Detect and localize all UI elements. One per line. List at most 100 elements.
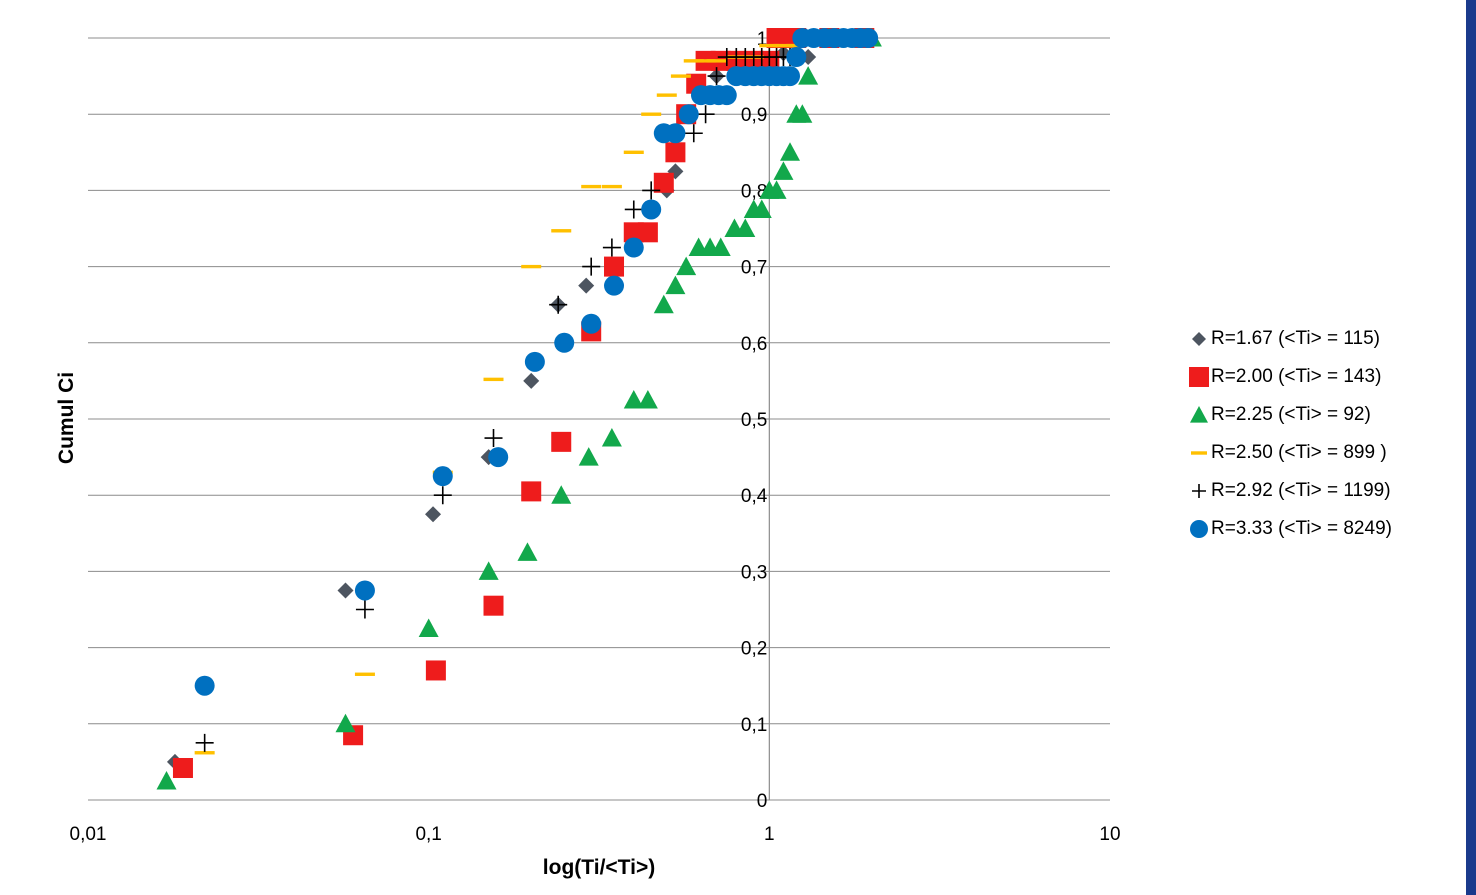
x-axis-title: log(Ti/<Ti>) <box>543 856 655 879</box>
data-point <box>684 124 703 143</box>
data-point <box>578 447 599 466</box>
legend-marker <box>1189 367 1209 387</box>
data-point <box>665 142 686 163</box>
data-point <box>773 43 794 48</box>
data-point <box>858 28 879 48</box>
data-point <box>521 264 542 269</box>
data-point <box>524 351 545 372</box>
data-point <box>488 447 509 468</box>
data-point <box>641 112 662 116</box>
data-point <box>432 466 453 487</box>
legend-label: R=2.92 (<Ti> = 1199) <box>1211 480 1391 501</box>
data-point <box>354 672 375 676</box>
legend-marker <box>1192 332 1206 346</box>
legend-item: R=2.25 (<Ti> = 92) <box>1188 396 1464 434</box>
legend-marker-shape <box>1190 406 1208 423</box>
legend: R=1.67 (<Ti> = 115) R=2.00 (<Ti> = 143) R=… <box>1188 320 1464 548</box>
data-point <box>551 485 572 504</box>
series-3 <box>156 28 882 790</box>
data-point <box>172 757 193 778</box>
gridlines <box>88 37 1110 801</box>
data-point <box>355 600 374 619</box>
data-point <box>735 218 756 237</box>
data-point <box>683 59 704 63</box>
data-point <box>670 74 691 78</box>
legend-marker-shape <box>1190 520 1208 538</box>
data-point <box>653 172 674 193</box>
x-tick-labels: 0,01 0,1 1 10 <box>70 824 1121 845</box>
data-point <box>759 43 780 48</box>
data-point <box>656 93 677 97</box>
y-tick-label: 0,6 <box>741 334 767 355</box>
x-tick-label: 0,1 <box>415 824 441 845</box>
data-point <box>641 199 662 220</box>
legend-marker-shape <box>1191 451 1207 455</box>
data-point <box>601 184 622 189</box>
legend-item: R=2.92 (<Ti> = 1199) <box>1188 472 1464 510</box>
data-point <box>710 237 731 257</box>
data-point <box>601 428 622 447</box>
y-tick-label: 0,1 <box>741 715 767 736</box>
data-point <box>637 389 658 409</box>
y-tick-label: 0,7 <box>741 258 767 279</box>
data-point <box>707 67 726 86</box>
data-point <box>786 47 807 68</box>
data-point <box>582 257 601 276</box>
data-point <box>478 561 499 580</box>
data-point <box>549 295 568 314</box>
legend-label: R=2.00 (<Ti> = 143) <box>1211 366 1382 387</box>
data-point <box>425 660 446 681</box>
data-point <box>194 751 215 755</box>
x-tick-label: 1 <box>764 824 775 845</box>
y-tick-label: 0,2 <box>741 639 767 660</box>
legend-label: R=3.33 (<Ti> = 8249) <box>1211 518 1392 539</box>
data-point <box>780 66 801 87</box>
data-point <box>581 184 602 189</box>
y-tick-label: 0,9 <box>741 105 767 126</box>
data-point <box>798 66 819 85</box>
x-tick-label: 0,01 <box>70 824 107 845</box>
y-tick-label: 0 <box>757 791 768 812</box>
data-point <box>637 222 658 243</box>
legend-item: R=2.50 (<Ti> = 899 ) <box>1188 434 1464 472</box>
data-point <box>523 372 540 389</box>
y-tick-label: 0,5 <box>741 410 767 431</box>
data-point <box>602 238 621 257</box>
data-point <box>578 277 595 294</box>
data-point <box>156 770 177 790</box>
legend-marker <box>1192 484 1206 498</box>
data-point <box>623 389 644 409</box>
data-point <box>780 142 801 161</box>
legend-marker <box>1190 406 1208 423</box>
data-point <box>773 161 794 180</box>
legend-label: R=2.25 (<Ti> = 92) <box>1211 404 1371 425</box>
data-point <box>554 332 575 353</box>
data-point <box>623 237 644 258</box>
legend-item: R=1.67 (<Ti> = 115) <box>1188 320 1464 358</box>
window-edge-bar <box>1466 0 1476 895</box>
data-point <box>418 618 439 638</box>
data-point <box>483 377 504 382</box>
data-point <box>716 85 737 106</box>
x-tick-label: 10 <box>1099 824 1120 845</box>
data-point <box>642 181 661 200</box>
series-5 <box>195 48 800 752</box>
y-tick-label: 0,3 <box>741 562 767 583</box>
data-point <box>517 542 538 561</box>
data-point <box>766 180 787 199</box>
data-series <box>156 28 882 790</box>
legend-marker <box>1191 451 1207 455</box>
legend-item: R=3.33 (<Ti> = 8249) <box>1188 510 1464 548</box>
data-point <box>695 59 716 63</box>
y-tick-label: 1 <box>757 29 768 50</box>
legend-marker <box>1190 520 1208 538</box>
data-point <box>581 313 602 334</box>
legend-item: R=2.00 (<Ti> = 143) <box>1188 358 1464 396</box>
y-tick-labels: 00,10,20,30,40,50,60,70,80,91 <box>741 29 768 812</box>
data-point <box>792 104 813 123</box>
data-point <box>676 256 697 276</box>
data-point <box>483 595 504 616</box>
data-point <box>624 200 643 219</box>
data-point <box>751 199 772 218</box>
data-point <box>551 229 572 233</box>
